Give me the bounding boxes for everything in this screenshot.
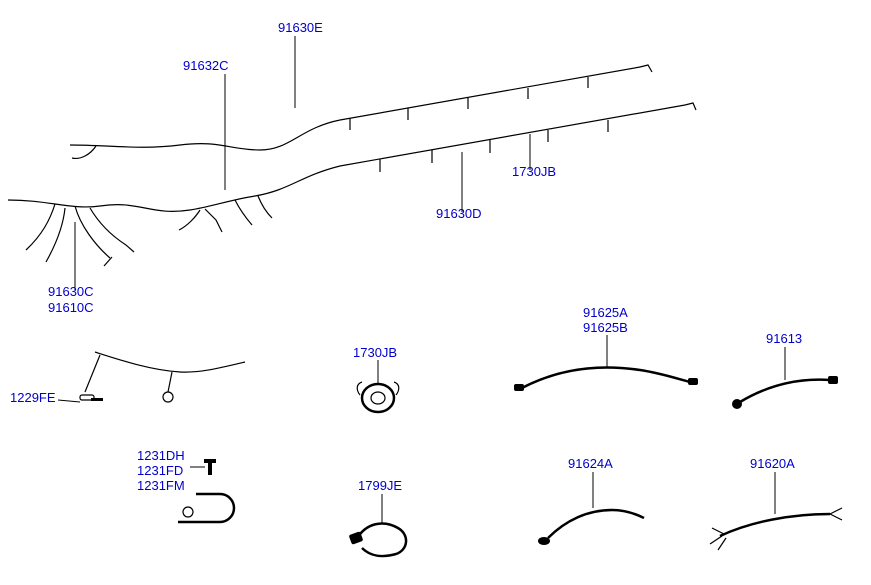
parts-diagram: 91630E 91632C 1730JB 91630D 91630C 91610… xyxy=(0,0,871,585)
harness-left-branch xyxy=(26,204,134,266)
part-91624A xyxy=(538,510,644,545)
label-91620A: 91620A xyxy=(750,456,795,471)
part-91625 xyxy=(514,367,698,391)
part-91613 xyxy=(732,376,838,409)
label-91630C: 91630C xyxy=(48,284,94,299)
label-91625A: 91625A xyxy=(583,305,628,320)
label-1229FE: 1229FE xyxy=(10,390,56,405)
label-1799JE: 1799JE xyxy=(358,478,402,493)
label-91613: 91613 xyxy=(766,331,802,346)
part-1229FE xyxy=(80,352,245,402)
label-91630E: 91630E xyxy=(278,20,323,35)
label-91610C: 91610C xyxy=(48,300,94,315)
label-1231FM: 1231FM xyxy=(137,478,185,493)
part-1799JE xyxy=(349,524,406,556)
part-1730JB xyxy=(357,382,399,412)
label-1231DH: 1231DH xyxy=(137,448,185,463)
harness-mid-branch xyxy=(179,196,272,232)
harness-front-lower xyxy=(8,65,696,211)
label-91630D: 91630D xyxy=(436,206,482,221)
label-91625B: 91625B xyxy=(583,320,628,335)
part-91620A xyxy=(710,508,842,550)
part-1231 xyxy=(178,459,234,522)
harness-rear-upper xyxy=(70,67,640,158)
label-91624A: 91624A xyxy=(568,456,613,471)
callout-labels: 91630E 91632C 1730JB 91630D 91630C 91610… xyxy=(10,20,802,493)
label-1730JB-b: 1730JB xyxy=(353,345,397,360)
label-91632C: 91632C xyxy=(183,58,229,73)
label-1730JB: 1730JB xyxy=(512,164,556,179)
label-1231FD: 1231FD xyxy=(137,463,183,478)
